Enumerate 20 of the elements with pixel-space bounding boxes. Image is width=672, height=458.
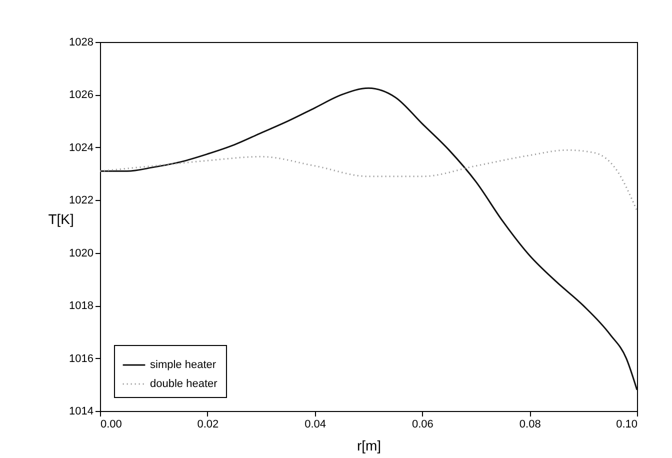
y-tick-label: 1020 (69, 247, 94, 260)
x-axis-title: r[m] (356, 438, 382, 454)
y-tick-label: 1016 (69, 352, 94, 365)
y-axis-title: T[K] (48, 211, 74, 227)
y-tick-label: 1026 (69, 89, 94, 102)
line-series (99, 87, 638, 391)
x-tick-label: 0.10 (616, 418, 638, 430)
y-tick-label: 1024 (69, 142, 94, 154)
x-tick-label: 0.06 (412, 418, 434, 430)
x-tick-label: 0.04 (304, 418, 326, 430)
y-tick-label: 1014 (69, 406, 94, 418)
legend-label: simple heater (150, 359, 216, 371)
y-tick-label: 1028 (69, 36, 94, 48)
x-tick-label: 0.00 (100, 418, 122, 430)
y-tick-label: 1018 (69, 300, 94, 312)
x-tick-label: 0.02 (197, 418, 219, 430)
x-tick-label: 0.08 (519, 418, 541, 430)
legend-label: double heater (150, 378, 218, 390)
y-tick-label: 1022 (69, 194, 94, 207)
line-series (99, 149, 638, 212)
